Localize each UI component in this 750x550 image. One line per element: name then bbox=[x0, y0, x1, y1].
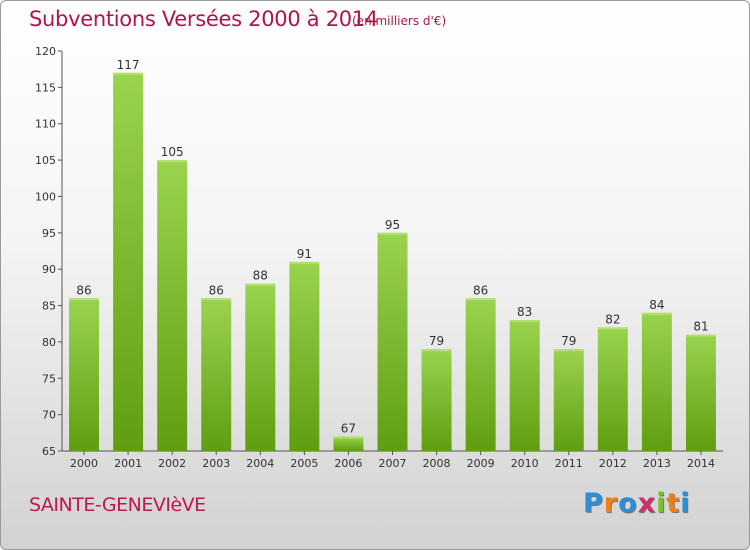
bar-2007 bbox=[377, 232, 408, 451]
bar-2002 bbox=[157, 160, 188, 451]
x-tick-label-2008: 2008 bbox=[423, 457, 451, 470]
bar-top-highlight bbox=[333, 436, 364, 439]
x-tick-label-2009: 2009 bbox=[467, 457, 495, 470]
bar-top-highlight bbox=[377, 232, 408, 235]
y-tick-label: 85 bbox=[42, 300, 56, 313]
data-label-2011: 79 bbox=[561, 334, 576, 348]
data-label-2005: 91 bbox=[297, 247, 312, 261]
bar-top-highlight bbox=[597, 327, 628, 330]
bar-2011 bbox=[553, 349, 584, 451]
data-label-2001: 117 bbox=[117, 58, 140, 72]
data-label-2003: 86 bbox=[209, 283, 224, 297]
y-tick-label: 100 bbox=[35, 190, 56, 203]
bar-top-highlight bbox=[245, 283, 276, 286]
x-tick-label-2007: 2007 bbox=[379, 457, 407, 470]
y-tick-label: 75 bbox=[42, 372, 56, 385]
y-tick-label: 80 bbox=[42, 336, 56, 349]
chart-title: Subventions Versées 2000 à 2014 bbox=[29, 7, 378, 31]
logo-letter: o bbox=[618, 488, 638, 519]
chart-unit-note: (en milliers d'€) bbox=[352, 14, 447, 28]
x-tick-label-2002: 2002 bbox=[158, 457, 186, 470]
bar-top-highlight bbox=[157, 160, 188, 163]
value-labels-group: 86 117 105 86 88 91 67 95 79 86 83 79 82 84 81 bbox=[76, 58, 708, 436]
bar-2003 bbox=[201, 298, 232, 451]
bar-top-highlight bbox=[69, 298, 100, 301]
x-tick-label-2000: 2000 bbox=[70, 457, 98, 470]
axes: 65 70 75 80 85 90 95 100 105 110 115 120 2000 2001 200… bbox=[35, 45, 723, 470]
bar-2006 bbox=[333, 436, 364, 451]
data-label-2012: 82 bbox=[605, 312, 620, 326]
logo-letter: r bbox=[603, 488, 619, 519]
x-tick-label-2003: 2003 bbox=[202, 457, 230, 470]
bar-2014 bbox=[685, 334, 716, 451]
data-label-2002: 105 bbox=[161, 145, 184, 159]
logo-letter: P bbox=[583, 488, 604, 519]
bar-2005 bbox=[289, 261, 320, 451]
data-label-2006: 67 bbox=[341, 421, 356, 435]
logo-letter: i bbox=[680, 488, 691, 519]
bar-2012 bbox=[597, 327, 628, 451]
y-tick-label: 95 bbox=[42, 227, 56, 240]
bar-top-highlight bbox=[509, 320, 540, 323]
bar-top-highlight bbox=[113, 72, 144, 75]
x-tick-label-2014: 2014 bbox=[687, 457, 715, 470]
data-label-2014: 81 bbox=[693, 320, 708, 334]
y-tick-label: 120 bbox=[35, 45, 56, 58]
y-tick-label: 115 bbox=[35, 81, 56, 94]
bar-2000 bbox=[69, 298, 100, 451]
bar-2001 bbox=[113, 72, 144, 452]
x-tick-label-2005: 2005 bbox=[290, 457, 318, 470]
data-label-2009: 86 bbox=[473, 283, 488, 297]
data-label-2007: 95 bbox=[385, 218, 400, 232]
commune-name: SAINTE-GENEVIèVE bbox=[29, 494, 206, 516]
data-label-2004: 88 bbox=[253, 269, 268, 283]
y-tick-label: 105 bbox=[35, 154, 56, 167]
x-tick-label-2004: 2004 bbox=[246, 457, 274, 470]
x-tick-label-2006: 2006 bbox=[334, 457, 362, 470]
bar-top-highlight bbox=[465, 298, 496, 301]
x-tick-label-2010: 2010 bbox=[511, 457, 539, 470]
bar-top-highlight bbox=[685, 334, 716, 337]
x-tick-label-2001: 2001 bbox=[114, 457, 142, 470]
bar-2010 bbox=[509, 320, 540, 451]
data-label-2013: 84 bbox=[649, 298, 664, 312]
y-tick-label: 110 bbox=[35, 118, 56, 131]
y-tick-label: 65 bbox=[42, 445, 56, 458]
data-label-2010: 83 bbox=[517, 305, 532, 319]
y-tick-label: 90 bbox=[42, 263, 56, 276]
proxiti-logo[interactable]: Proxiti bbox=[583, 488, 691, 519]
bar-2008 bbox=[421, 349, 452, 451]
bar-2013 bbox=[641, 312, 672, 451]
bar-top-highlight bbox=[641, 312, 672, 315]
x-tick-label-2012: 2012 bbox=[599, 457, 627, 470]
bar-2009 bbox=[465, 298, 496, 451]
x-tick-label-2013: 2013 bbox=[643, 457, 671, 470]
logo-letter: x bbox=[637, 488, 657, 519]
logo-letter: t bbox=[666, 488, 681, 519]
x-tick-label-2011: 2011 bbox=[555, 457, 583, 470]
y-tick-label: 70 bbox=[42, 409, 56, 422]
bars-group bbox=[69, 72, 716, 452]
bar-top-highlight bbox=[553, 349, 584, 352]
data-label-2008: 79 bbox=[429, 334, 444, 348]
logo-letter: i bbox=[656, 488, 667, 519]
bar-top-highlight bbox=[289, 261, 320, 264]
data-label-2000: 86 bbox=[76, 283, 91, 297]
bar-top-highlight bbox=[421, 349, 452, 352]
bar-2004 bbox=[245, 283, 276, 451]
bar-top-highlight bbox=[201, 298, 232, 301]
